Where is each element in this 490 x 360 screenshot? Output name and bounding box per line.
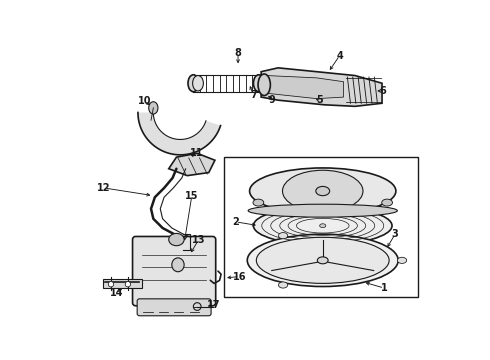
Ellipse shape: [249, 168, 396, 214]
Ellipse shape: [108, 282, 114, 287]
FancyBboxPatch shape: [132, 237, 216, 306]
Text: 11: 11: [190, 148, 203, 158]
Ellipse shape: [278, 282, 288, 288]
Ellipse shape: [382, 199, 392, 206]
Text: 10: 10: [138, 96, 151, 106]
Polygon shape: [138, 112, 220, 155]
Text: 17: 17: [207, 300, 221, 310]
Text: 15: 15: [185, 191, 198, 201]
Text: 1: 1: [381, 283, 388, 293]
Ellipse shape: [319, 224, 326, 228]
Ellipse shape: [258, 74, 270, 95]
Ellipse shape: [149, 102, 158, 114]
Text: 5: 5: [316, 95, 323, 105]
Text: 9: 9: [269, 95, 275, 105]
Ellipse shape: [253, 199, 264, 206]
Text: 2: 2: [232, 217, 239, 227]
Ellipse shape: [194, 303, 201, 310]
Bar: [103, 279, 142, 288]
Text: 13: 13: [192, 235, 205, 244]
Polygon shape: [261, 68, 382, 106]
Ellipse shape: [283, 170, 363, 212]
Ellipse shape: [188, 75, 199, 92]
Ellipse shape: [125, 282, 131, 287]
Bar: [224, 157, 418, 297]
Ellipse shape: [397, 257, 407, 264]
Text: 6: 6: [379, 86, 386, 96]
Ellipse shape: [248, 204, 397, 217]
Text: 14: 14: [110, 288, 123, 298]
Ellipse shape: [247, 234, 398, 287]
Text: 16: 16: [233, 271, 246, 282]
Text: 8: 8: [235, 48, 242, 58]
Ellipse shape: [256, 237, 389, 283]
Ellipse shape: [278, 233, 288, 239]
Ellipse shape: [316, 186, 330, 195]
Text: 7: 7: [250, 90, 257, 100]
Text: 4: 4: [336, 50, 343, 60]
Ellipse shape: [253, 206, 392, 245]
Ellipse shape: [253, 75, 264, 92]
FancyBboxPatch shape: [137, 299, 211, 316]
Ellipse shape: [193, 76, 203, 91]
Ellipse shape: [318, 257, 328, 264]
Text: 12: 12: [98, 183, 111, 193]
Ellipse shape: [172, 258, 184, 272]
Polygon shape: [169, 153, 215, 176]
Polygon shape: [267, 76, 343, 99]
Ellipse shape: [169, 233, 184, 246]
Text: 3: 3: [392, 229, 398, 239]
